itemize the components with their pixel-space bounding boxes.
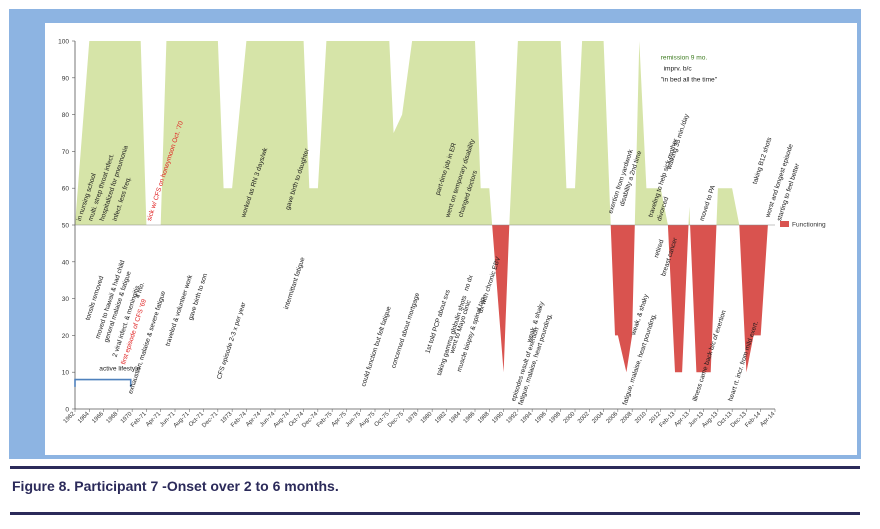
x-tick-label: Feb-75 [316, 411, 334, 429]
y-tick-label: 30 [62, 296, 70, 303]
y-tick-label: 80 [62, 112, 70, 119]
figure-frame: 0 10 20 30 40 50 60 70 80 90 100 1962 1964 1966 1968 19… [9, 9, 861, 459]
event-annotation: active lifestyle [99, 365, 140, 372]
x-tick-label: 2000 [563, 411, 577, 425]
event-annotation: could function but felt fatigue [360, 305, 393, 387]
y-tick-label: 70 [62, 149, 70, 156]
x-tick-label: Aug-74 [273, 411, 291, 429]
y-tick-label: 40 [62, 259, 70, 266]
y-tick-label: 90 [62, 75, 70, 82]
x-tick-label: 1992 [506, 411, 520, 425]
x-tick-label: 2004 [591, 411, 605, 425]
event-annotation: moved to PA [699, 184, 717, 222]
x-tick-label: 1982 [434, 411, 448, 425]
x-tick-label: Feb-14 [744, 411, 762, 429]
x-tick-label: 1980 [420, 411, 434, 425]
x-tick-label: 1988 [477, 411, 491, 425]
y-tick-label: 60 [62, 186, 70, 193]
event-annotation: imprv. b/c [664, 65, 693, 72]
event-annotation: CFS episode 2-3 x per year [216, 301, 248, 381]
y-tick-label: 100 [58, 39, 69, 46]
x-tick-label: 1986 [463, 411, 477, 425]
figure-caption: Figure 8. Participant 7 -Onset over 2 to… [12, 478, 339, 494]
event-annotation: heart rt. incr. from mild exert. [727, 320, 760, 402]
area-below-baseline [75, 225, 775, 373]
event-annotation: 4 mo. [135, 281, 147, 299]
x-tick-label: Feb-13 [659, 411, 677, 429]
event-annotation: remission 9 mo. [661, 54, 708, 61]
x-tick-label: Feb-71 [130, 411, 148, 429]
x-tick-label: Dec-75 [387, 411, 405, 429]
x-tick-label: Dec-71 [201, 411, 219, 429]
x-tick-label: Apr-14 [759, 411, 776, 428]
event-annotation: intermittant fatigue [283, 256, 307, 310]
plot-area: 0 10 20 30 40 50 60 70 80 90 100 1962 1964 1966 1968 19… [45, 23, 857, 455]
y-tick-label: 50 [62, 223, 70, 230]
x-tick-label: 2002 [577, 411, 591, 425]
x-tick-label: 1978 [406, 411, 420, 425]
legend-label: Functioning [792, 222, 826, 229]
area-above-baseline [75, 41, 775, 225]
event-annotation: concerned about mortgage [390, 292, 421, 369]
x-tick-label: 1990 [491, 411, 505, 425]
event-annotation: no dx [463, 274, 475, 292]
x-tick-label: 2008 [620, 411, 634, 425]
x-tick-label: Aug-75 [358, 411, 376, 429]
event-annotation: "in bed all the time" [661, 76, 718, 83]
x-tick-label: Aug-71 [173, 411, 191, 429]
caption-rule-bottom [10, 512, 860, 515]
x-tick-label: Feb-74 [230, 411, 248, 429]
x-tick-label: 1966 [91, 411, 105, 425]
x-tick-label: 1998 [548, 411, 562, 425]
x-tick-label: 1984 [448, 411, 462, 425]
x-tick-label: 1996 [534, 411, 548, 425]
y-tick-label: 0 [65, 407, 69, 414]
x-tick-label: 2010 [634, 411, 648, 425]
x-tick-label: 1964 [77, 411, 91, 425]
active-lifestyle-bracket [74, 378, 132, 387]
y-tick-label: 20 [62, 333, 70, 340]
y-tick-label: 10 [62, 370, 70, 377]
x-tick-label: 1968 [106, 411, 120, 425]
legend-swatch [780, 221, 789, 227]
caption-rule-top [10, 466, 860, 469]
x-tick-label: Aug-13 [701, 411, 719, 429]
event-annotation: taking B12 shots [752, 136, 774, 185]
event-annotation: retired [653, 238, 666, 258]
x-tick-label: 2006 [606, 411, 620, 425]
x-tick-label: 1994 [520, 411, 534, 425]
